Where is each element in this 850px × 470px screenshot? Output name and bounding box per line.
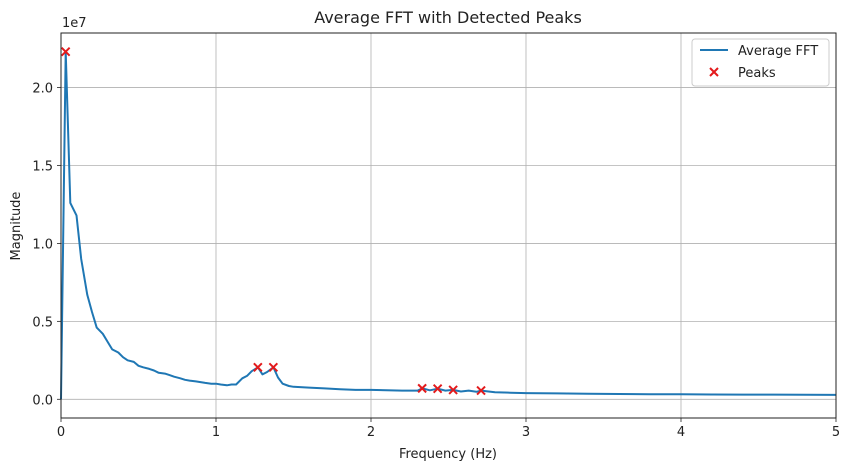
series-line-average-fft	[60, 50, 837, 400]
x-tick-label: 0	[57, 425, 65, 440]
x-tick-label: 3	[522, 425, 530, 440]
y-scale-label: 1e7	[62, 16, 87, 31]
peak-marker	[432, 383, 443, 394]
grid-layer	[60, 33, 837, 418]
chart-title: Average FFT with Detected Peaks	[314, 8, 582, 27]
marker-stroke	[432, 383, 443, 394]
marker-stroke	[709, 67, 719, 77]
legend: Average FFT Peaks	[691, 38, 830, 87]
x-tick-label: 5	[832, 425, 840, 440]
x-tick-label: 2	[367, 425, 375, 440]
marker-stroke	[417, 383, 427, 394]
y-tick-label: 0.0	[32, 393, 53, 408]
y-tick-label: 2.0	[32, 82, 53, 97]
marker-stroke	[476, 385, 486, 396]
legend-x-marker	[709, 67, 719, 77]
legend-marker-swatch	[709, 67, 719, 77]
peak-marker	[417, 383, 427, 394]
x-tick-label: 1	[212, 425, 220, 440]
tick-layer: 0 1 2 3 4 5 0.0 0.5 1.0 1.5 2.0	[32, 82, 840, 440]
peak-markers	[60, 46, 486, 396]
marker-stroke	[60, 46, 71, 57]
plot-frame	[60, 32, 837, 419]
legend-label-peaks: Peaks	[738, 66, 776, 81]
peak-marker	[253, 362, 263, 373]
peak-marker	[60, 46, 71, 57]
y-axis-title: Magnitude	[9, 192, 24, 261]
x-tick-label: 4	[677, 425, 685, 440]
marker-stroke	[253, 362, 263, 373]
peak-marker	[268, 362, 279, 373]
x-axis-title: Frequency (Hz)	[399, 447, 497, 462]
line-layer	[60, 50, 837, 400]
peak-marker	[476, 385, 486, 396]
marker-stroke	[268, 362, 279, 373]
y-tick-label: 1.0	[32, 237, 53, 252]
y-tick-label: 0.5	[32, 315, 53, 330]
legend-label-average-fft: Average FFT	[738, 44, 818, 59]
y-tick-label: 1.5	[32, 159, 53, 174]
marker-stroke	[448, 385, 458, 395]
peak-marker	[448, 385, 458, 395]
